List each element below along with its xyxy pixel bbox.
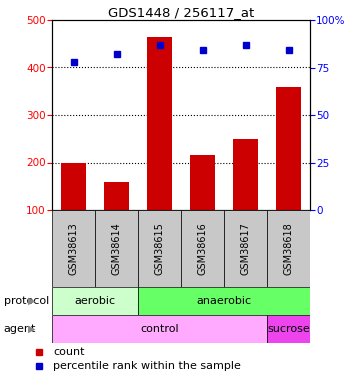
- Bar: [232, 139, 258, 210]
- Text: count: count: [53, 347, 85, 357]
- Text: GSM38614: GSM38614: [112, 222, 122, 275]
- Bar: [138, 210, 181, 287]
- Text: percentile rank within the sample: percentile rank within the sample: [53, 361, 241, 371]
- Bar: [52, 210, 95, 287]
- Text: ▶: ▶: [29, 324, 36, 334]
- Text: sucrose: sucrose: [267, 324, 310, 334]
- Text: protocol: protocol: [4, 296, 49, 306]
- Bar: [267, 315, 310, 343]
- Bar: [104, 183, 129, 210]
- Bar: [267, 210, 310, 287]
- Bar: [138, 287, 310, 315]
- Bar: [52, 287, 138, 315]
- Text: GSM38615: GSM38615: [155, 222, 165, 275]
- Text: ▶: ▶: [29, 296, 36, 306]
- Bar: [61, 162, 86, 210]
- Bar: [95, 210, 138, 287]
- Text: GSM38613: GSM38613: [69, 222, 78, 275]
- Text: GSM38616: GSM38616: [197, 222, 208, 275]
- Bar: [224, 210, 267, 287]
- Title: GDS1448 / 256117_at: GDS1448 / 256117_at: [108, 6, 254, 19]
- Text: GSM38617: GSM38617: [240, 222, 251, 275]
- Bar: [275, 87, 301, 210]
- Text: agent: agent: [4, 324, 36, 334]
- Text: anaerobic: anaerobic: [196, 296, 252, 306]
- Bar: [147, 37, 173, 210]
- Text: control: control: [140, 324, 179, 334]
- Bar: [52, 315, 267, 343]
- Text: aerobic: aerobic: [74, 296, 116, 306]
- Bar: [181, 210, 224, 287]
- Text: GSM38618: GSM38618: [283, 222, 293, 275]
- Bar: [190, 155, 216, 210]
